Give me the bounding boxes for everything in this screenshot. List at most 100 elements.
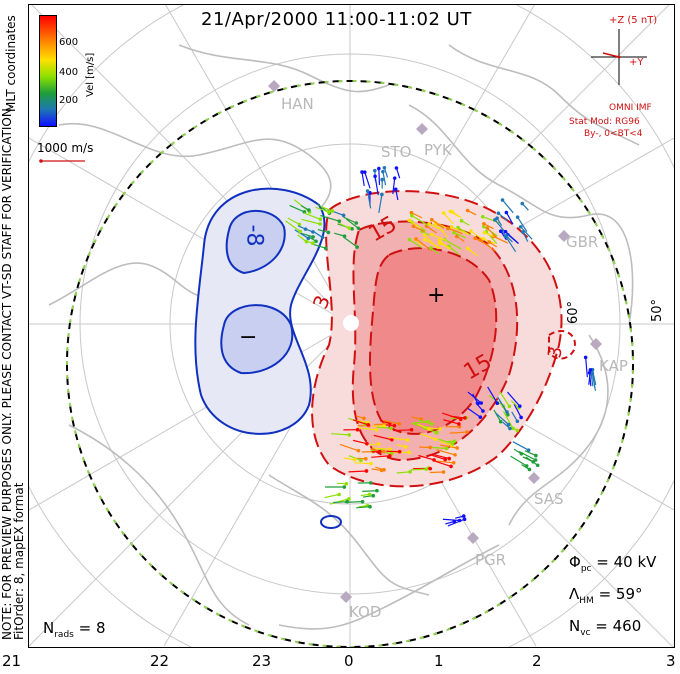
- velocity-vector: [393, 429, 412, 432]
- velocity-vector-origin: [452, 230, 456, 235]
- velocity-vector-origin: [465, 208, 470, 213]
- velocity-vector-origin: [466, 246, 470, 251]
- imf-source: OMNI IMF: [609, 103, 652, 113]
- mlt-tick-0: 0: [344, 652, 354, 670]
- velocity-vector: [348, 470, 367, 473]
- velocity-vector: [382, 171, 387, 186]
- contour-label-neg3: -3: [543, 344, 567, 367]
- velocity-vector-origin: [375, 488, 379, 493]
- velocity-vector-origin: [326, 210, 331, 214]
- station-label-kod: KOD: [349, 603, 382, 621]
- velocity-vector: [315, 206, 329, 213]
- velocity-vector-origin: [454, 234, 459, 239]
- velocity-vector-origin: [453, 453, 457, 457]
- velocity-vector-origin: [427, 427, 431, 431]
- velocity-vector: [356, 506, 371, 509]
- velocity-vector-origin: [423, 237, 427, 242]
- velocity-vector: [443, 212, 454, 225]
- velocity-vector-origin: [434, 430, 438, 435]
- velocity-vector-origin: [365, 441, 369, 446]
- negative-cell-inner: [225, 209, 286, 275]
- imf-by-label: +Y: [629, 57, 644, 68]
- velocity-vector-origin: [323, 246, 328, 251]
- velocity-vector: [513, 403, 522, 418]
- velocity-vector: [591, 373, 597, 391]
- velocity-vector-origin: [481, 409, 485, 413]
- velocity-vector: [413, 225, 426, 233]
- velocity-vector-origin: [459, 417, 463, 422]
- velocity-vector-origin: [407, 450, 411, 455]
- velocity-vector: [388, 436, 408, 441]
- velocity-vector: [487, 386, 498, 404]
- velocity-vector-origin: [515, 419, 520, 424]
- velocity-vector: [470, 230, 484, 241]
- velocity-vector: [505, 235, 517, 253]
- velocity-vector: [442, 518, 460, 522]
- colorbar-tick-400: 400: [59, 67, 79, 78]
- velocity-vector: [492, 235, 509, 244]
- velocity-vector: [374, 176, 379, 196]
- velocity-vector-origin: [428, 445, 432, 450]
- fit-order-note: FitOrder: 8, mapEX format: [12, 482, 26, 640]
- velocity-vector: [320, 214, 340, 222]
- station-label-sas: SAS: [534, 490, 564, 508]
- velocity-vector-origin: [330, 209, 335, 213]
- velocity-vector: [436, 449, 456, 456]
- velocity-vector: [303, 212, 321, 220]
- velocity-vector-origin: [461, 514, 466, 518]
- velocity-vector: [449, 431, 468, 434]
- velocity-vector-origin: [518, 404, 522, 408]
- velocity-vector: [352, 419, 369, 426]
- station-label-han: HAN: [281, 95, 314, 113]
- velocity-vector-origin: [371, 493, 376, 498]
- velocity-vector: [324, 493, 340, 499]
- velocity-vector: [317, 228, 329, 234]
- velocity-vector-origin: [393, 187, 398, 192]
- velocity-vector-origin: [515, 215, 520, 219]
- velocity-vector-origin: [389, 437, 394, 442]
- hm-boundary-green: [66, 80, 634, 647]
- velocity-vector: [588, 369, 591, 385]
- velocity-vector: [338, 222, 350, 229]
- velocity-vector-origin: [360, 499, 365, 504]
- colorbar-tick-600: 600: [59, 37, 79, 48]
- velocity-vector-origin: [480, 214, 485, 219]
- station-label-gbr: GBR: [566, 233, 599, 251]
- velocity-vector: [429, 446, 447, 449]
- velocity-vector: [418, 454, 435, 461]
- velocity-vector: [431, 219, 445, 229]
- velocity-vector-origin: [376, 442, 381, 446]
- velocity-vector-origin: [347, 433, 352, 437]
- velocity-vector: [313, 243, 326, 249]
- convection-map: [29, 5, 674, 647]
- velocity-vector: [435, 223, 448, 238]
- velocity-vector-origin: [457, 424, 462, 429]
- velocity-vector-origin: [388, 447, 393, 452]
- velocity-vector: [329, 498, 350, 505]
- velocity-vector: [524, 450, 537, 457]
- velocity-vector-origin: [427, 222, 431, 226]
- velocity-vector: [486, 227, 498, 238]
- velocity-vector: [320, 205, 333, 212]
- velocity-vector-origin: [419, 417, 423, 421]
- velocity-vector-origin: [302, 210, 307, 214]
- velocity-vector-origin: [337, 492, 341, 497]
- velocity-vector-origin: [441, 211, 446, 215]
- velocity-vector: [424, 234, 439, 250]
- velocity-vector: [409, 239, 423, 249]
- velocity-vector-origin: [449, 464, 453, 469]
- velocity-vector: [367, 190, 372, 209]
- velocity-vector: [356, 419, 369, 424]
- velocity-vector-origin: [411, 224, 416, 228]
- velocity-vector: [289, 204, 305, 213]
- velocity-vector: [522, 456, 534, 463]
- velocity-vector-origin: [389, 426, 393, 431]
- velocity-vector-origin: [297, 222, 302, 227]
- velocity-vector: [378, 194, 383, 214]
- velocity-vector: [426, 225, 437, 234]
- velocity-vector-origin: [426, 419, 430, 424]
- velocity-vector-origin: [397, 422, 402, 426]
- velocity-vector-origin: [429, 246, 433, 250]
- velocity-vector: [511, 411, 518, 422]
- velocity-vector-origin: [450, 441, 455, 446]
